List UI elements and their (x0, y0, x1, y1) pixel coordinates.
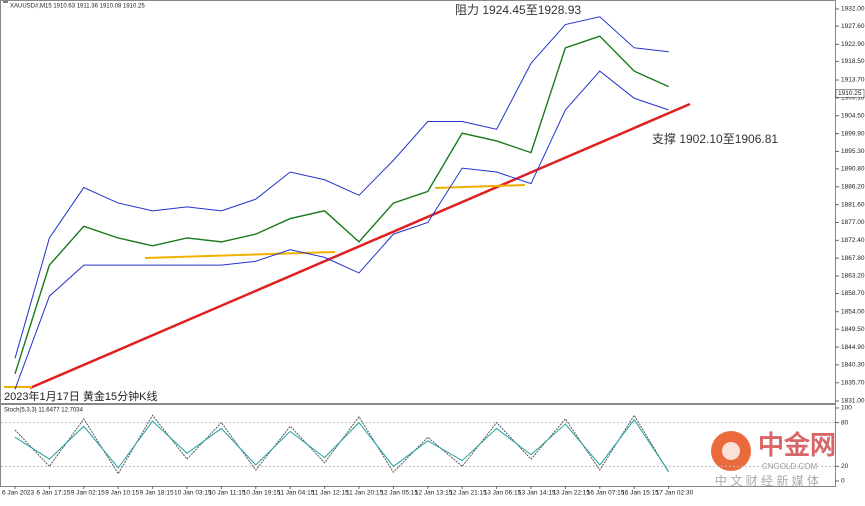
y-tick-label: 1932.00 (841, 6, 865, 13)
x-tick-label: 12 Jan 05:15 (380, 490, 418, 497)
header: XAUUSD#,M15 1910.63 1911.36 1910.08 1910… (10, 4, 145, 10)
x-tick-label: 16 Jan 07:15 (587, 490, 625, 497)
y-tick-label: 1895.30 (841, 148, 865, 155)
y-tick-label: 1877.00 (841, 219, 865, 226)
x-tick-label: 11 Jan 04:15 (277, 490, 314, 497)
x-tick-label: 6 Jan 17:15 (36, 490, 70, 497)
x-tick-label: 10 Jan 19:15 (243, 490, 281, 497)
y-tick-label: 1840.30 (841, 362, 865, 369)
stoch-frame (0, 404, 836, 487)
y-tick-label: 1849.50 (841, 326, 865, 333)
trend-line (29, 102, 691, 390)
x-tick-label: 17 Jan 02:30 (656, 490, 694, 497)
y-tick-label: 1831.00 (841, 398, 865, 405)
main-frame (0, 0, 836, 404)
y-tick-label: 1881.60 (841, 201, 865, 208)
y-tick-label: 1904.50 (841, 112, 865, 119)
support-label: 支撑 1902.10至1906.81 (652, 131, 778, 146)
y-tick-label: 1913.70 (841, 77, 865, 84)
y-tick-label: 1909.10 (841, 95, 865, 102)
x-tick-label: 11 Jan 20:15 (346, 490, 383, 497)
y-tick-label: 1890.80 (841, 166, 865, 173)
series-line (14, 16, 669, 359)
series-line (14, 418, 670, 472)
watermark-slogan: 中 文 财 经 新 媒 体 (715, 473, 819, 488)
series-line (14, 70, 669, 390)
y-tick-label: 100 (841, 405, 852, 412)
x-tick-label: 13 Jan 06:15 (484, 490, 522, 497)
y-tick-label: 1899.90 (841, 130, 865, 137)
x-tick-label: 9 Jan 18:15 (140, 490, 174, 497)
y-tick-label: 1835.70 (841, 379, 865, 386)
logo-icon (722, 442, 740, 460)
y-tick-label: 1886.20 (841, 183, 865, 190)
y-tick-label: 1863.20 (841, 273, 865, 280)
y-tick-label: 1927.60 (841, 23, 865, 30)
y-tick-label: 20 (841, 463, 849, 470)
y-tick-label: 1867.80 (841, 255, 865, 262)
price-tag (835, 89, 865, 98)
y-tick-label: 0 (841, 478, 845, 485)
y-tick-label: 1858.70 (841, 290, 865, 297)
caption: 2023年1月17日 黄金15分钟K线 (4, 389, 157, 403)
price-tag-label: 1910.25 (838, 90, 862, 97)
y-tick-label: 1872.40 (841, 237, 865, 244)
x-tick-label: 16 Jan 15:15 (621, 490, 659, 497)
resistance-label: 阻力 1924.45至1928.93 (455, 3, 581, 17)
x-tick-label: 9 Jan 10:15 (105, 490, 139, 497)
x-tick-label: 10 Jan 03:15 (174, 490, 212, 497)
stoch-title: Stoch(5,3,3) 11.6477 12.7034 (4, 408, 84, 414)
x-tick-label: 6 Jan 2023 (2, 490, 35, 497)
x-tick-label: 13 Jan 22:15 (552, 490, 590, 497)
x-tick-label: 11 Jan 12:15 (312, 490, 349, 497)
x-tick-label: 12 Jan 13:15 (415, 490, 453, 497)
watermark-logo: 中金网 (758, 430, 836, 460)
y-tick-label: 1844.90 (841, 344, 865, 351)
series-line (14, 35, 669, 375)
x-tick-label: 13 Jan 14:15 (518, 490, 556, 497)
y-tick-label: 1922.90 (841, 41, 865, 48)
y-tick-label: 1918.50 (841, 58, 865, 65)
y-tick-label: 80 (841, 419, 849, 426)
x-tick-label: 9 Jan 02:15 (71, 490, 105, 497)
x-tick-label: 10 Jan 11:15 (208, 490, 245, 497)
y-tick-label: 1854.00 (841, 308, 865, 315)
x-tick-label: 12 Jan 21:15 (449, 490, 487, 497)
